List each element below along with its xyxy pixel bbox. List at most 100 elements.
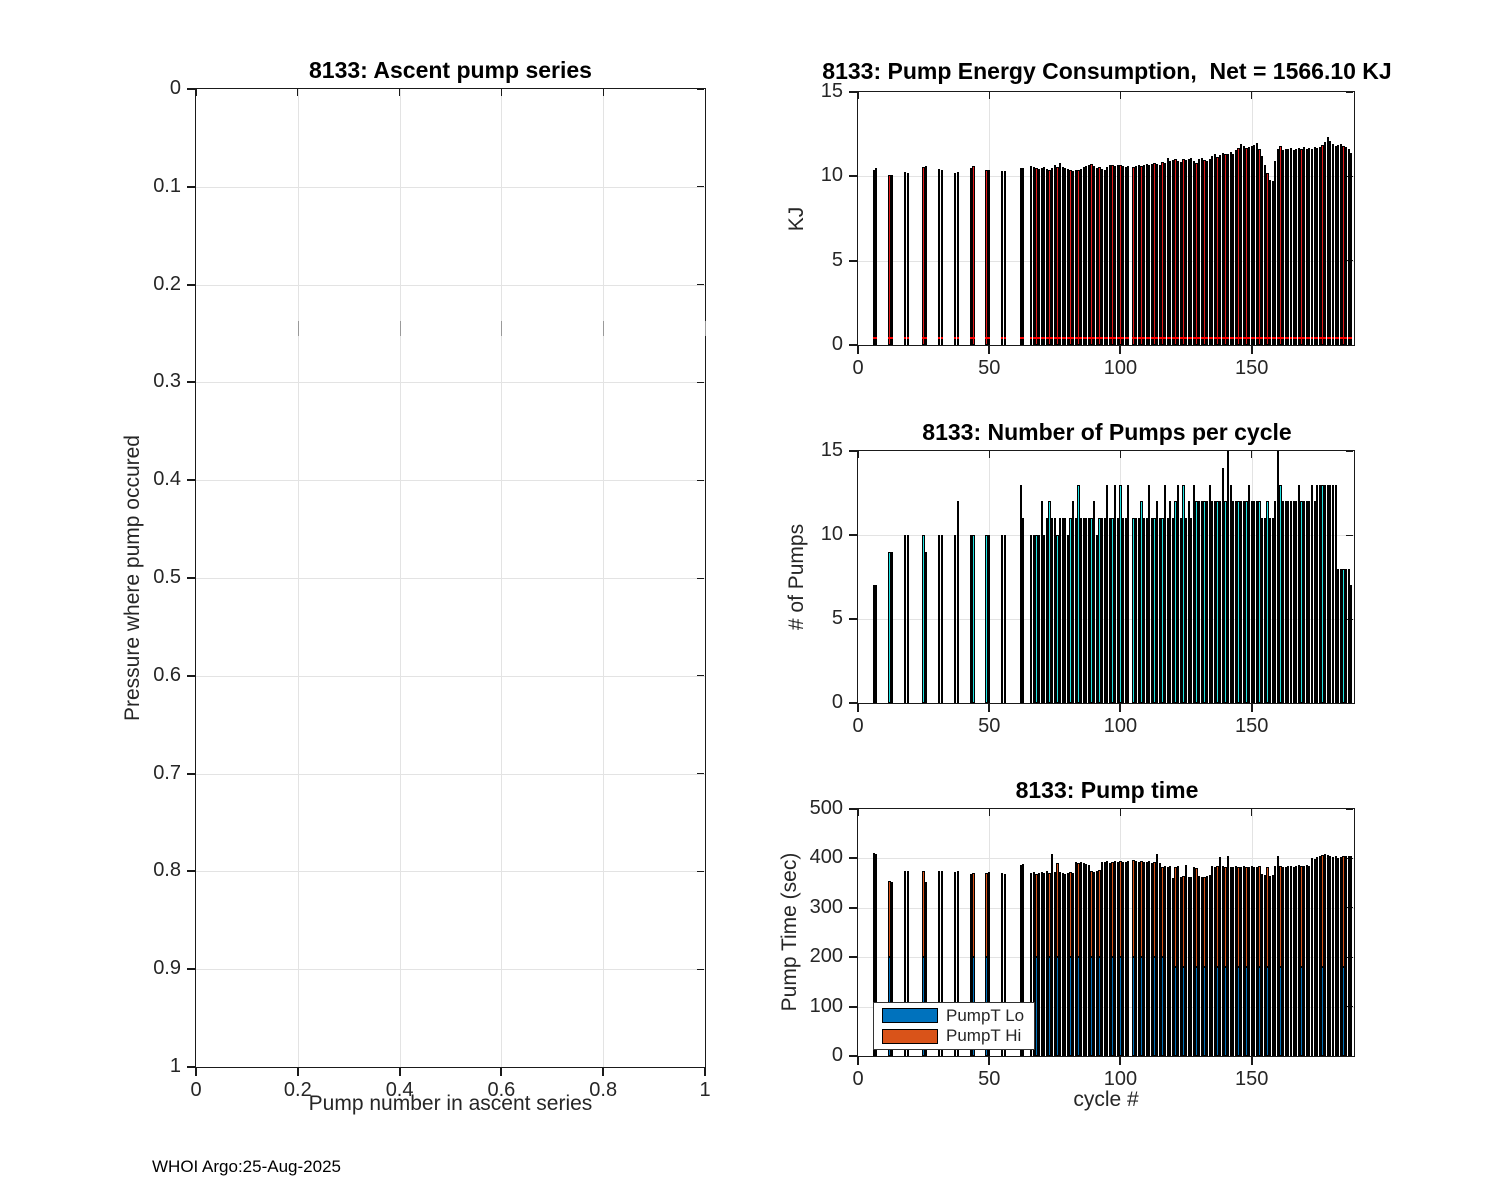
y-tick	[187, 283, 196, 286]
pumpt-hi-bar	[1037, 873, 1041, 958]
energy-bar	[1053, 165, 1056, 345]
pumps-bar	[1284, 501, 1287, 703]
baseline-dash	[988, 337, 991, 339]
pumps-bar	[1282, 501, 1285, 703]
baseline-dash	[1179, 337, 1182, 339]
pumpt-hi-bar	[988, 872, 991, 958]
baseline-dash	[1308, 337, 1311, 339]
y-tick	[187, 381, 196, 384]
pumps-bar	[1037, 535, 1041, 703]
baseline-dash	[1174, 337, 1177, 339]
x-tick-label: 100	[1103, 357, 1138, 379]
pumpt-hi-bar	[1184, 865, 1188, 968]
pumpt-hi-bar	[1087, 865, 1091, 958]
baseline-dash	[1051, 337, 1054, 339]
pumps-bar	[1119, 484, 1122, 703]
energy-bar	[1271, 180, 1274, 345]
x-tick	[988, 1056, 991, 1065]
pumps-bar	[1205, 501, 1209, 703]
pumpt-hi-bar	[891, 881, 894, 958]
pumpt-hi-bar	[1234, 866, 1237, 968]
pumps-bar	[1221, 467, 1224, 703]
pumpt-lo-bar	[1111, 957, 1114, 1056]
pumpt-hi-bar	[1116, 862, 1119, 958]
y-gridline	[858, 858, 1354, 860]
pumpt-hi-bar	[925, 881, 928, 958]
pumps-bar	[1326, 484, 1329, 703]
pumpt-lo-bar	[1053, 957, 1056, 1056]
baseline-dash	[1339, 337, 1342, 339]
pumps-bar	[1303, 501, 1306, 703]
energy-bar	[1135, 166, 1138, 345]
energy-bar	[1137, 165, 1140, 345]
energy-bar	[1001, 171, 1004, 345]
energy-bar	[1061, 167, 1064, 345]
y-tick-label: 0.3	[153, 370, 181, 393]
pumps-bar	[1347, 568, 1350, 703]
pumpt-lo-bar	[1187, 967, 1190, 1056]
energy-bar	[1245, 147, 1248, 345]
pumpt-hi-bar	[1135, 861, 1138, 958]
energy-bar	[1174, 159, 1177, 345]
pumpt-hi-bar	[1163, 865, 1167, 958]
pumps-bar	[1074, 518, 1077, 703]
x-tick-label: 0.6	[487, 1079, 516, 1101]
pumpt-hi-bar	[1284, 867, 1287, 968]
y-tick	[849, 956, 858, 959]
energy-bar	[925, 166, 928, 345]
baseline-dash	[1040, 337, 1043, 339]
y-tick-mirror	[1346, 702, 1353, 704]
pumpt-hi-bar	[1247, 867, 1251, 968]
baseline-dash	[1037, 337, 1041, 339]
baseline-dash	[1106, 337, 1109, 339]
pumps-bar	[1022, 518, 1025, 703]
pumps-bar	[1337, 568, 1340, 703]
baseline-dash	[1219, 337, 1222, 339]
pumps-bar	[1161, 518, 1164, 703]
pumpt-hi-bar	[1268, 875, 1272, 968]
pumpt-hi-bar	[1137, 862, 1140, 958]
pumpt-lo-label: PumpT Lo	[946, 1005, 1025, 1025]
pumpt-lo-bar	[1229, 967, 1232, 1056]
pumpt-hi-bar	[1287, 866, 1290, 968]
y-tick-label: 0.4	[153, 468, 181, 491]
energy-bar	[875, 167, 878, 345]
pumpt-hi-bar	[1213, 867, 1216, 968]
baseline-dash	[1156, 337, 1159, 339]
pumpt-hi-bar	[872, 853, 875, 935]
energy-bar	[1069, 170, 1072, 345]
pumps-bar	[1279, 484, 1282, 703]
energy-bar	[1242, 145, 1245, 345]
baseline-dash	[1058, 337, 1062, 339]
pumps-bar	[1085, 518, 1088, 703]
baseline-dash	[1098, 337, 1101, 339]
pumps-bar	[1035, 535, 1038, 703]
baseline-dash	[1324, 337, 1327, 339]
pumps-bar	[1268, 518, 1272, 703]
pumps-bar	[1242, 501, 1245, 703]
energy-bar	[1087, 164, 1091, 345]
pumpt-lo-bar	[1308, 967, 1311, 1056]
energy-bar	[1345, 146, 1348, 345]
energy-plot-area: 0 50 100 150 0 5 10 15	[821, 80, 1355, 379]
pumpt-hi-bar	[1308, 866, 1311, 968]
energy-bar	[1187, 158, 1190, 345]
energy-bar	[1232, 154, 1235, 345]
ascent-x-axis-label: Pump number in ascent series	[308, 1092, 593, 1115]
pumps-bar	[1061, 518, 1064, 703]
pumpt-hi-bar	[1263, 875, 1266, 968]
pumpt-lo-bar	[1100, 957, 1104, 1056]
energy-bar	[1100, 168, 1104, 345]
baseline-dash	[1069, 337, 1072, 339]
y-tick	[849, 1055, 858, 1057]
baseline-dash	[1297, 337, 1300, 339]
x-tick-mirror	[704, 89, 706, 96]
pumps-bar	[1200, 501, 1203, 703]
y-tick-label: 5	[831, 248, 843, 271]
baseline-dash	[1268, 337, 1272, 339]
baseline-dash	[872, 337, 875, 339]
pumps-bar	[1003, 535, 1007, 703]
pumpt-hi-bar	[1324, 854, 1327, 968]
pumpt-hi-bar	[1082, 863, 1085, 958]
y-tick-mirror	[697, 870, 704, 872]
